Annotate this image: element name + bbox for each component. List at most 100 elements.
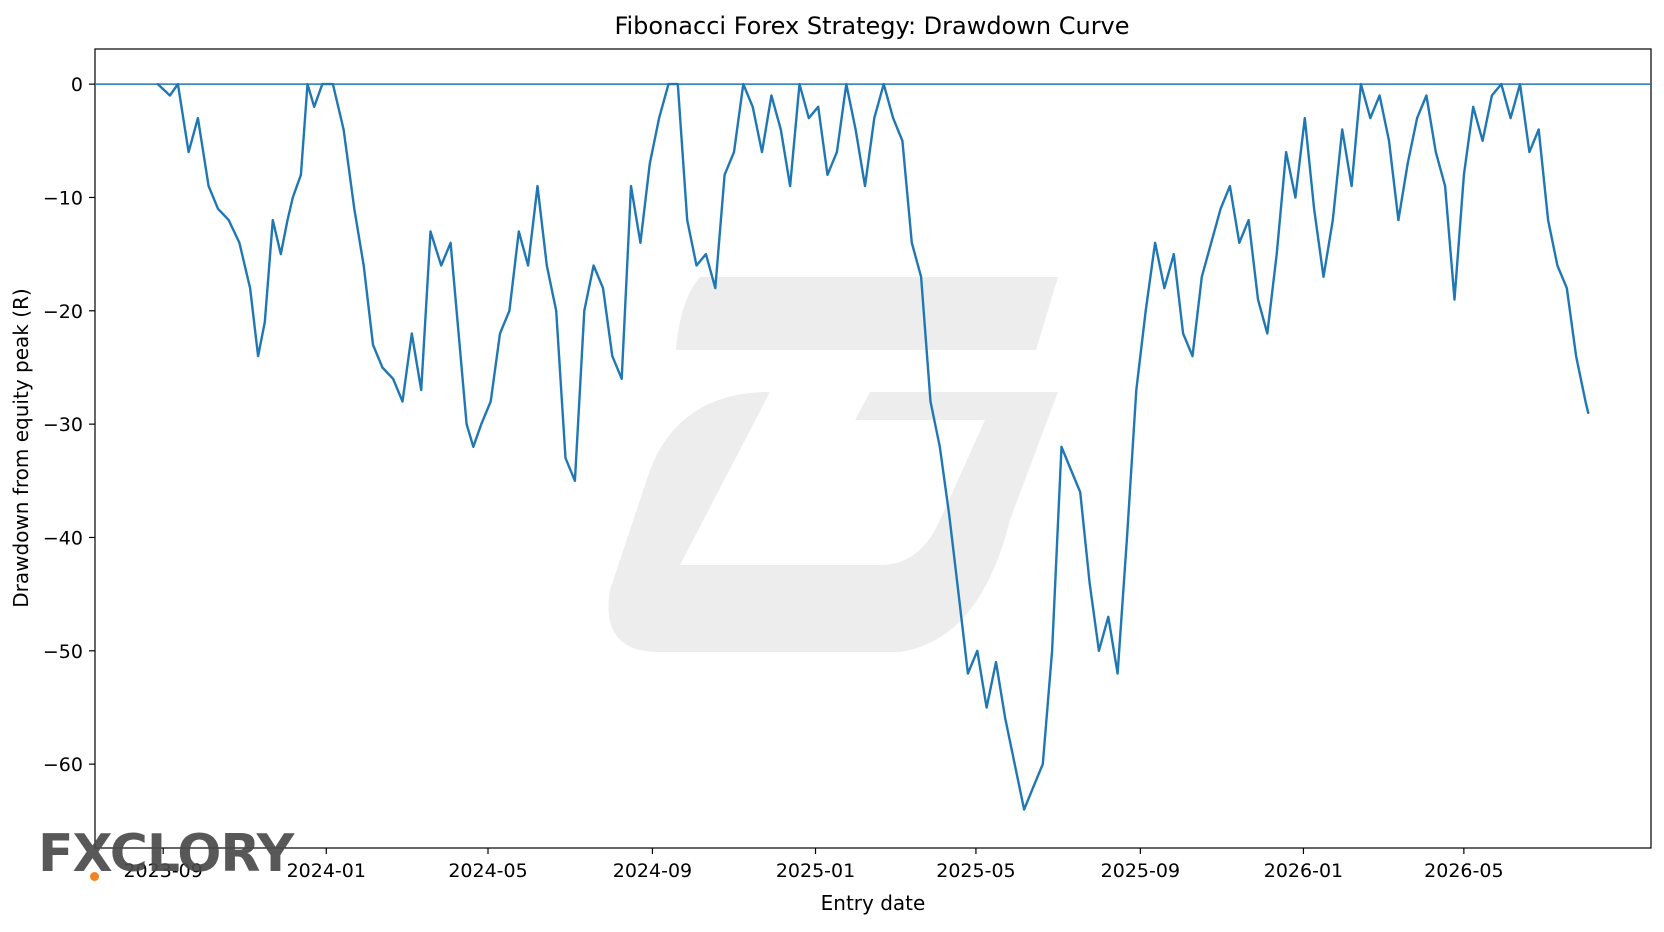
x-tick-label: 2024-09 bbox=[613, 860, 692, 882]
data-point bbox=[286, 219, 289, 221]
data-point bbox=[1238, 242, 1240, 244]
plot-area-frame bbox=[94, 48, 1652, 849]
data-point bbox=[1248, 219, 1250, 221]
x-axis: 2023-09 2024-01 2024-05 2024-09 2025-01 2025-… bbox=[123, 848, 1504, 882]
data-point bbox=[986, 706, 988, 709]
series-line-drawdown bbox=[156, 82, 1590, 811]
data-point bbox=[1538, 128, 1540, 131]
data-point bbox=[1173, 253, 1175, 255]
data-point bbox=[208, 185, 210, 187]
data-point bbox=[392, 378, 394, 380]
y-axis: 0 −10 −20 −30 −40 −50 −60 bbox=[43, 74, 95, 776]
data-point bbox=[1107, 616, 1109, 618]
data-point bbox=[1004, 718, 1006, 720]
data-point bbox=[1051, 650, 1053, 652]
x-tick-label: 2023-09 bbox=[123, 860, 202, 882]
data-point bbox=[967, 672, 969, 675]
series-points bbox=[157, 83, 1589, 811]
data-point bbox=[508, 310, 510, 312]
data-point bbox=[1276, 253, 1278, 255]
data-point bbox=[420, 389, 422, 391]
x-tick-label: 2026-05 bbox=[1424, 860, 1503, 882]
data-point bbox=[292, 196, 294, 199]
data-point bbox=[873, 117, 875, 119]
data-point bbox=[1397, 219, 1399, 221]
y-tick-label: −40 bbox=[43, 527, 83, 549]
x-tick-label: 2025-09 bbox=[1101, 860, 1180, 882]
x-tick-label: 2024-05 bbox=[448, 860, 527, 882]
data-point bbox=[197, 117, 199, 119]
data-point bbox=[306, 83, 309, 85]
data-point bbox=[1023, 808, 1025, 811]
data-point bbox=[1163, 287, 1166, 289]
data-point bbox=[1014, 763, 1016, 765]
x-tick-label: 2026-01 bbox=[1264, 860, 1343, 882]
data-point bbox=[1547, 219, 1549, 221]
data-point bbox=[1135, 389, 1137, 391]
data-point bbox=[177, 83, 179, 85]
data-point bbox=[826, 174, 829, 176]
y-tick-label: −30 bbox=[43, 414, 83, 436]
data-point bbox=[1098, 650, 1100, 652]
data-point bbox=[1444, 185, 1446, 187]
data-point bbox=[574, 480, 576, 482]
data-point bbox=[724, 174, 726, 176]
data-point bbox=[948, 514, 950, 516]
watermark-logo-icon bbox=[608, 277, 1058, 652]
data-point bbox=[1388, 140, 1390, 142]
data-point bbox=[1060, 446, 1063, 448]
data-point bbox=[466, 423, 468, 425]
data-point bbox=[1304, 117, 1306, 119]
data-point bbox=[555, 310, 557, 312]
data-point bbox=[372, 344, 374, 346]
data-point bbox=[353, 208, 355, 210]
data-point bbox=[1556, 264, 1559, 267]
data-point bbox=[187, 151, 190, 153]
data-point bbox=[1491, 94, 1493, 97]
data-point bbox=[855, 128, 857, 131]
data-point bbox=[499, 332, 501, 335]
data-point bbox=[1285, 151, 1287, 153]
data-point bbox=[527, 264, 529, 267]
data-point bbox=[817, 106, 819, 108]
data-point bbox=[798, 83, 801, 85]
y-tick-label: −50 bbox=[43, 641, 83, 663]
data-point bbox=[1407, 162, 1409, 165]
data-point bbox=[332, 83, 334, 85]
data-point bbox=[901, 140, 904, 142]
data-point bbox=[300, 174, 302, 176]
brand-logo-dot-icon bbox=[90, 872, 99, 881]
data-point bbox=[257, 355, 259, 357]
data-point bbox=[1587, 412, 1589, 414]
brand-logo-icon: FXCLORY bbox=[38, 824, 294, 884]
data-point bbox=[677, 83, 679, 85]
data-point bbox=[472, 446, 474, 448]
y-axis-label: Drawdown from equity peak (R) bbox=[9, 288, 33, 607]
data-point bbox=[1322, 276, 1325, 278]
data-point bbox=[611, 355, 613, 357]
data-point bbox=[808, 117, 810, 119]
data-point bbox=[752, 106, 754, 108]
y-tick-label: −20 bbox=[43, 301, 83, 323]
data-point bbox=[845, 83, 847, 85]
data-point bbox=[1500, 83, 1502, 85]
data-point bbox=[343, 128, 345, 131]
data-point bbox=[1266, 332, 1268, 335]
data-point bbox=[1360, 83, 1362, 85]
data-point bbox=[602, 287, 604, 289]
data-point bbox=[733, 151, 735, 153]
data-point bbox=[1229, 185, 1231, 187]
data-point bbox=[1350, 185, 1353, 187]
data-point bbox=[976, 650, 978, 652]
data-point bbox=[1088, 582, 1091, 584]
data-point bbox=[667, 83, 670, 85]
data-point bbox=[429, 230, 432, 233]
data-point bbox=[714, 287, 716, 289]
data-point bbox=[264, 321, 266, 323]
data-point bbox=[742, 83, 744, 85]
data-point bbox=[546, 264, 548, 267]
data-point bbox=[238, 242, 240, 244]
data-point bbox=[1463, 174, 1465, 176]
data-point bbox=[630, 185, 632, 187]
